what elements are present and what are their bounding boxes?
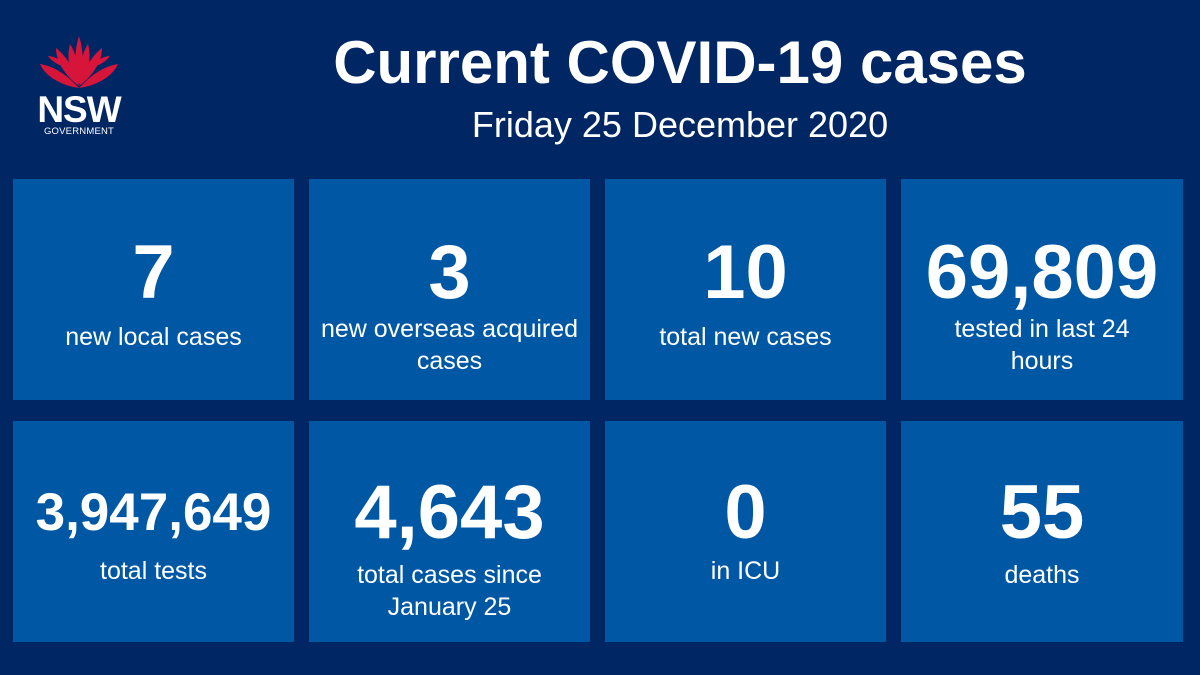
stat-label: total new cases	[659, 323, 832, 351]
stat-tile-total-tests: 3,947,649 total tests	[13, 421, 294, 642]
stat-label: in ICU	[710, 557, 781, 585]
waratah-icon	[40, 36, 118, 88]
stat-value: 69,809	[925, 230, 1159, 315]
stat-label: deaths	[1004, 561, 1080, 589]
stat-tile-total-new-cases: 10 total new cases	[605, 179, 886, 400]
logo-subtext: GOVERNMENT	[43, 126, 115, 137]
stat-tile-deaths: 55 deaths	[901, 421, 1183, 642]
stat-tile-tested-last-24h: 69,809 tested in last 24 hours	[901, 179, 1183, 400]
stat-value: 10	[703, 230, 788, 315]
stat-tile-new-overseas-cases: 3 new overseas acquired cases	[309, 179, 590, 400]
stat-value: 3,947,649	[35, 483, 272, 542]
stat-value: 4,643	[354, 470, 545, 555]
stat-label: total cases since January 25	[357, 561, 542, 621]
stat-label: new overseas acquired cases	[320, 315, 579, 375]
stat-value: 3	[428, 230, 471, 315]
stat-tile-total-cases-since: 4,643 total cases since January 25	[309, 421, 590, 642]
stat-value: 55	[999, 470, 1085, 555]
stat-label: total tests	[100, 557, 207, 585]
stat-tile-new-local-cases: 7 new local cases	[13, 179, 294, 400]
page-date: Friday 25 December 2020	[471, 104, 889, 145]
stat-label: new local cases	[65, 323, 242, 351]
page-title: Current COVID-19 cases	[333, 29, 1027, 96]
logo-wordmark: NSW	[37, 89, 121, 130]
stat-value: 7	[132, 230, 175, 315]
nsw-government-logo: NSW GOVERNMENT	[28, 34, 128, 144]
stat-label: tested in last 24 hours	[954, 315, 1130, 375]
stats-grid: 7 new local cases 3 new overseas acquire…	[13, 179, 1183, 642]
stat-value: 0	[724, 470, 767, 555]
stat-tile-in-icu: 0 in ICU	[605, 421, 886, 642]
